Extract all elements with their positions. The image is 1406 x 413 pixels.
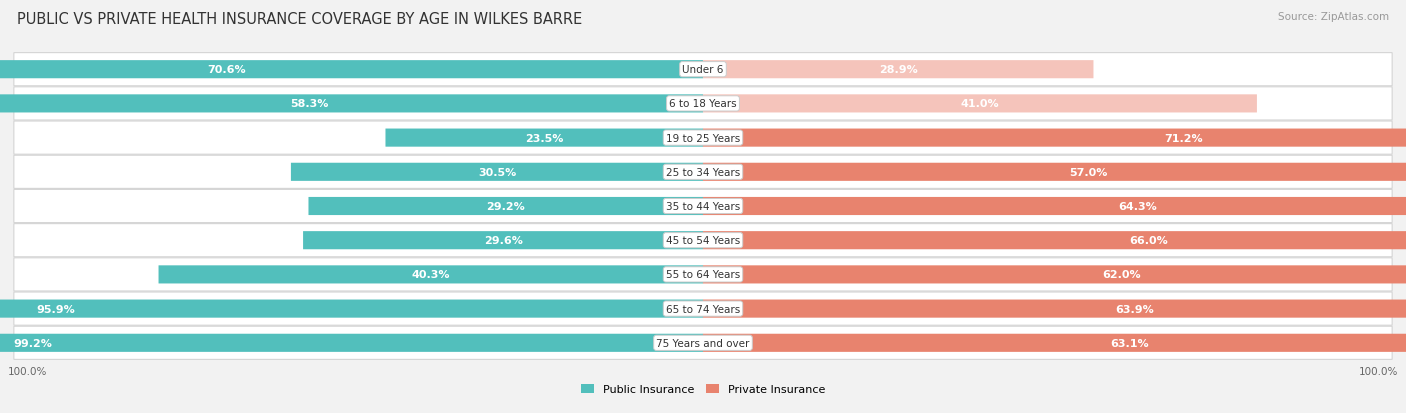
Text: 63.9%: 63.9% <box>1115 304 1154 314</box>
FancyBboxPatch shape <box>385 129 703 147</box>
Text: 28.9%: 28.9% <box>879 65 918 75</box>
FancyBboxPatch shape <box>703 334 1406 352</box>
Text: 55 to 64 Years: 55 to 64 Years <box>666 270 740 280</box>
Text: 66.0%: 66.0% <box>1129 236 1168 246</box>
FancyBboxPatch shape <box>14 53 1392 87</box>
Text: 99.2%: 99.2% <box>14 338 52 348</box>
Text: 62.0%: 62.0% <box>1102 270 1142 280</box>
Text: PUBLIC VS PRIVATE HEALTH INSURANCE COVERAGE BY AGE IN WILKES BARRE: PUBLIC VS PRIVATE HEALTH INSURANCE COVER… <box>17 12 582 27</box>
Text: 75 Years and over: 75 Years and over <box>657 338 749 348</box>
Text: 29.2%: 29.2% <box>486 202 526 211</box>
FancyBboxPatch shape <box>703 300 1406 318</box>
FancyBboxPatch shape <box>0 61 703 79</box>
Text: 41.0%: 41.0% <box>960 99 1000 109</box>
Legend: Public Insurance, Private Insurance: Public Insurance, Private Insurance <box>576 380 830 399</box>
FancyBboxPatch shape <box>703 95 1257 113</box>
FancyBboxPatch shape <box>304 232 703 249</box>
Text: 64.3%: 64.3% <box>1118 202 1157 211</box>
Text: 58.3%: 58.3% <box>290 99 329 109</box>
FancyBboxPatch shape <box>308 197 703 216</box>
Text: 57.0%: 57.0% <box>1069 167 1107 177</box>
FancyBboxPatch shape <box>14 224 1392 257</box>
Text: 35 to 44 Years: 35 to 44 Years <box>666 202 740 211</box>
FancyBboxPatch shape <box>14 88 1392 121</box>
FancyBboxPatch shape <box>703 163 1406 181</box>
Text: 95.9%: 95.9% <box>37 304 75 314</box>
FancyBboxPatch shape <box>0 334 703 352</box>
FancyBboxPatch shape <box>0 95 703 113</box>
FancyBboxPatch shape <box>14 156 1392 189</box>
FancyBboxPatch shape <box>14 292 1392 325</box>
Text: 70.6%: 70.6% <box>207 65 246 75</box>
FancyBboxPatch shape <box>159 266 703 284</box>
Text: 23.5%: 23.5% <box>524 133 564 143</box>
FancyBboxPatch shape <box>14 190 1392 223</box>
Text: 29.6%: 29.6% <box>484 236 523 246</box>
FancyBboxPatch shape <box>291 163 703 181</box>
FancyBboxPatch shape <box>703 266 1406 284</box>
FancyBboxPatch shape <box>0 300 703 318</box>
FancyBboxPatch shape <box>703 61 1094 79</box>
Text: 45 to 54 Years: 45 to 54 Years <box>666 236 740 246</box>
Text: 30.5%: 30.5% <box>478 167 516 177</box>
FancyBboxPatch shape <box>14 326 1392 359</box>
FancyBboxPatch shape <box>703 129 1406 147</box>
FancyBboxPatch shape <box>703 197 1406 216</box>
Text: 19 to 25 Years: 19 to 25 Years <box>666 133 740 143</box>
Text: 25 to 34 Years: 25 to 34 Years <box>666 167 740 177</box>
FancyBboxPatch shape <box>703 232 1406 249</box>
Text: Source: ZipAtlas.com: Source: ZipAtlas.com <box>1278 12 1389 22</box>
Text: 71.2%: 71.2% <box>1164 133 1204 143</box>
FancyBboxPatch shape <box>14 122 1392 155</box>
Text: 6 to 18 Years: 6 to 18 Years <box>669 99 737 109</box>
Text: 63.1%: 63.1% <box>1109 338 1149 348</box>
Text: Under 6: Under 6 <box>682 65 724 75</box>
FancyBboxPatch shape <box>14 258 1392 291</box>
Text: 40.3%: 40.3% <box>412 270 450 280</box>
Text: 65 to 74 Years: 65 to 74 Years <box>666 304 740 314</box>
